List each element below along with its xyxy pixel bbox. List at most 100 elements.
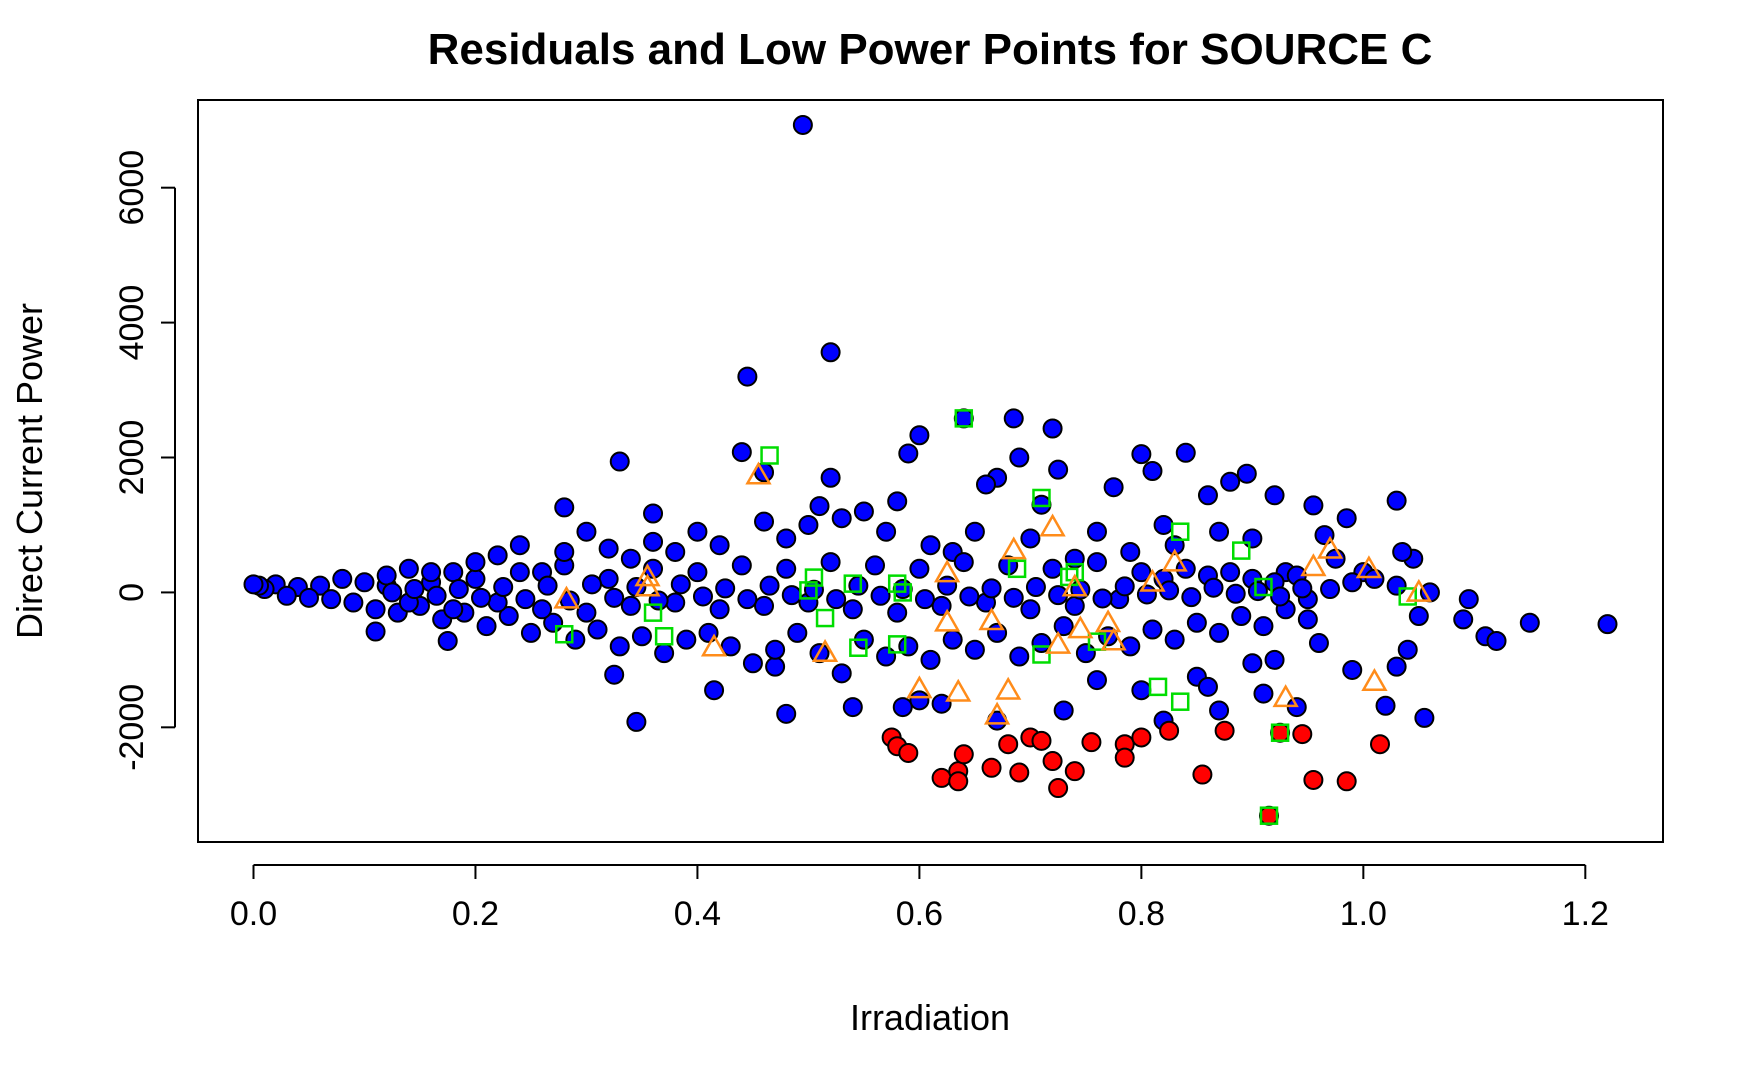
square-marker <box>1254 577 1273 597</box>
square-marker <box>643 603 663 622</box>
residual-point <box>604 587 625 608</box>
residual-point <box>365 621 386 642</box>
residual-point <box>1386 490 1407 511</box>
residual-point <box>1175 442 1196 463</box>
residual-point <box>631 626 652 647</box>
triangle-marker <box>995 676 1022 700</box>
y-tick-label: 4000 <box>113 285 151 361</box>
residual-point <box>609 451 630 472</box>
triangle-marker <box>1061 573 1088 597</box>
residual-point <box>1009 646 1030 667</box>
residual-point <box>820 467 841 488</box>
low-power-point <box>1192 764 1213 785</box>
x-tick-label: 1.2 <box>1562 895 1609 933</box>
residual-point <box>975 474 996 495</box>
low-power-point <box>1303 769 1324 790</box>
square-marker <box>1032 488 1051 508</box>
residual-point <box>1253 616 1274 637</box>
residual-point <box>1386 575 1407 596</box>
residual-point <box>1020 599 1041 620</box>
residual-point <box>676 629 697 650</box>
residual-point <box>937 575 958 596</box>
square-marker <box>1007 559 1027 579</box>
residual-point <box>665 592 686 613</box>
residual-point <box>876 646 897 667</box>
residual-point <box>953 552 974 573</box>
residual-point <box>887 491 908 512</box>
triangle-marker <box>1316 535 1344 559</box>
residual-point <box>1453 609 1474 630</box>
residual-point <box>1197 676 1218 697</box>
residual-point <box>276 585 297 606</box>
residual-point <box>931 595 952 616</box>
residual-point <box>765 656 786 677</box>
residual-point <box>576 602 597 623</box>
residual-point <box>321 589 342 610</box>
residual-point <box>404 579 425 600</box>
square-marker <box>1232 541 1251 560</box>
square-marker <box>804 568 824 587</box>
x-axis-label: Irradiation <box>850 997 1010 1038</box>
residual-point <box>831 508 852 529</box>
residual-point <box>554 497 575 518</box>
residual-point <box>1303 495 1324 516</box>
low-power-point <box>1081 732 1102 753</box>
residual-point <box>1086 521 1107 542</box>
residual-point <box>354 572 375 593</box>
residual-point <box>1242 653 1263 674</box>
residual-point <box>876 521 897 542</box>
low-power-point <box>1270 722 1291 743</box>
residual-point <box>437 630 458 651</box>
residual-point <box>509 535 530 556</box>
triangle-marker <box>978 607 1005 631</box>
residual-point <box>826 589 847 610</box>
residual-point <box>1264 485 1285 506</box>
square-marker <box>555 624 574 644</box>
low-power-point <box>1214 720 1235 741</box>
residual-point <box>1181 587 1202 608</box>
triangle-marker <box>983 701 1011 725</box>
residual-point <box>737 366 758 387</box>
residual-point <box>776 558 797 579</box>
triangle-marker <box>1300 553 1327 577</box>
triangle-marker <box>745 461 772 485</box>
residual-point <box>376 565 397 586</box>
square-marker <box>1398 587 1417 606</box>
residual-point <box>898 443 919 464</box>
triangle-marker <box>700 633 728 657</box>
square-marker <box>1065 562 1085 582</box>
residual-point <box>1120 636 1141 657</box>
plot-frame <box>197 99 1664 843</box>
residual-point <box>715 578 736 599</box>
residual-point <box>792 114 813 135</box>
residual-point <box>1231 606 1252 627</box>
residual-point <box>892 697 913 718</box>
residual-point <box>532 599 553 620</box>
residual-point <box>1042 558 1063 579</box>
triangle-marker <box>634 563 661 587</box>
triangle-marker <box>553 585 580 609</box>
square-marker <box>1170 692 1190 711</box>
residual-point <box>493 577 514 598</box>
residual-point <box>537 575 558 596</box>
residual-point <box>598 568 619 589</box>
residual-point <box>1075 643 1096 664</box>
residual-point <box>1486 630 1507 651</box>
residual-point <box>1308 633 1329 654</box>
residual-point <box>959 586 980 607</box>
residual-point <box>942 629 963 650</box>
triangle-marker <box>933 608 961 632</box>
residual-point <box>1458 589 1479 610</box>
residual-point <box>1342 659 1363 680</box>
residual-point <box>865 555 886 576</box>
residual-point <box>820 342 841 363</box>
residual-point <box>465 568 486 589</box>
residual-point <box>509 562 530 583</box>
triangle-marker <box>1161 548 1188 572</box>
residual-point <box>1003 587 1024 608</box>
residual-point <box>1103 477 1124 498</box>
low-power-point <box>1009 762 1030 783</box>
residual-point <box>343 592 364 613</box>
y-axis: -2000 0 2000 4000 6000 <box>113 150 176 771</box>
